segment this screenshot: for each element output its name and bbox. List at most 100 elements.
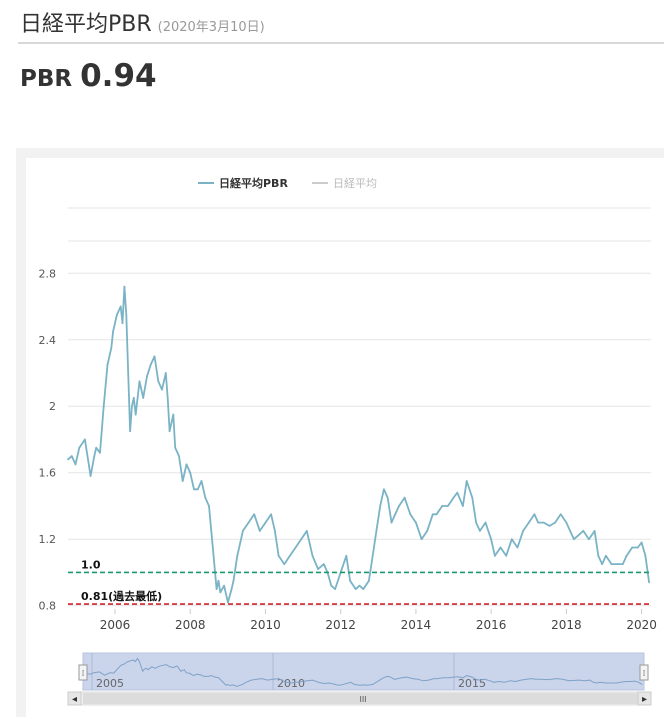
data-point [616,563,619,566]
data-point [334,588,336,590]
data-point [185,463,188,466]
data-point [146,375,148,378]
data-point [462,505,464,507]
x-axis: 2006 2008 2010 2012 2014 2016 2018 2020 [100,609,657,632]
navigator-tick-2015: 2015 [458,677,486,690]
data-point [307,538,310,541]
x-tick-2018: 2018 [551,618,582,632]
data-point [189,471,192,474]
scrollbar-right-button[interactable] [637,691,652,706]
data-point [164,372,167,374]
data-point [452,496,455,499]
header-divider [18,42,664,44]
data-point [604,554,607,557]
page-header: 日経平均PBR (2020年3月10日) [20,6,265,38]
navigator-handle-right[interactable] [639,664,649,681]
navigator-tick-2010: 2010 [277,677,305,690]
data-point [115,313,118,316]
data-point [644,554,647,557]
scrollbar-thumb[interactable] [83,693,644,704]
data-point [196,488,199,491]
navigator-series-line [82,657,643,687]
chart-panel: 日経平均PBR 日経平均 0.8 1.2 1.6 2 2.4 2.8 2006 2008 201… [16,148,664,717]
navigator-handle-left[interactable] [78,664,88,681]
data-point [484,521,487,524]
data-point [67,458,69,461]
data-point [142,397,145,399]
data-point [129,430,131,433]
arrow-left-icon: ◂ [72,694,77,705]
chart-grid [68,207,651,607]
data-point [379,505,382,507]
data-point [178,455,180,458]
data-point [330,584,333,587]
data-point [431,513,434,516]
data-point [593,529,596,532]
x-tick-2006: 2006 [100,618,131,632]
data-point [576,534,579,537]
data-point [106,363,109,366]
data-point [166,397,169,399]
data-point [236,554,239,557]
data-point [125,313,128,316]
navigator-selection[interactable] [82,652,645,691]
data-point [621,563,624,566]
data-point [277,554,280,557]
data-point [533,513,536,516]
data-point [390,521,393,524]
scrollbar[interactable]: III ◂ ▸ [67,691,652,706]
data-point [383,488,385,491]
data-point [420,538,423,541]
data-point [527,521,530,524]
data-point [409,513,412,516]
data-point [554,521,556,524]
data-point [548,525,551,527]
data-point [398,505,400,507]
data-point [505,554,508,557]
data-point [157,380,160,383]
data-point [153,355,156,358]
data-point [415,521,417,524]
data-point [597,554,600,557]
data-point [322,563,325,566]
x-tick-2020: 2020 [626,618,657,632]
data-point [138,380,141,383]
data-point [456,491,459,494]
chart-legend: 日経平均PBR 日経平均 [198,176,377,190]
y-axis: 0.8 1.2 1.6 2 2.4 2.8 [39,267,57,612]
data-point [358,584,361,587]
data-point [317,568,320,571]
data-point [386,496,389,499]
range-navigator[interactable]: 2005 2010 2015 ⁞ ⁞ [78,652,649,691]
data-point [110,347,113,349]
navigator-handle-right-grip: ⁞ [643,669,646,679]
page-date: (2020年3月10日) [157,20,265,35]
data-point [223,584,225,587]
data-point [648,581,651,584]
data-point [582,529,585,532]
data-point [289,554,291,557]
data-point [134,413,137,416]
x-tick-2008: 2008 [175,618,206,632]
data-point [349,579,351,582]
data-point [368,579,370,582]
data-point [362,588,365,590]
x-tick-2010: 2010 [250,618,281,632]
data-point [542,521,545,524]
scrollbar-left-button[interactable] [67,691,82,706]
data-point [258,529,261,532]
data-point [371,554,374,557]
data-point [174,446,177,449]
data-point [572,538,575,541]
data-point [78,446,81,449]
reference-label-record-low: 0.81(過去最低) [81,589,162,603]
data-point [172,413,175,416]
data-point [102,405,105,408]
data-point [217,579,220,582]
legend-item-1[interactable]: 日経平均 [333,177,377,190]
y-tick-2-4: 2.4 [39,334,57,347]
data-point [559,513,562,516]
legend-item-0[interactable]: 日経平均PBR [219,176,288,190]
y-tick-1-2: 1.2 [39,533,57,546]
data-point [446,505,449,507]
